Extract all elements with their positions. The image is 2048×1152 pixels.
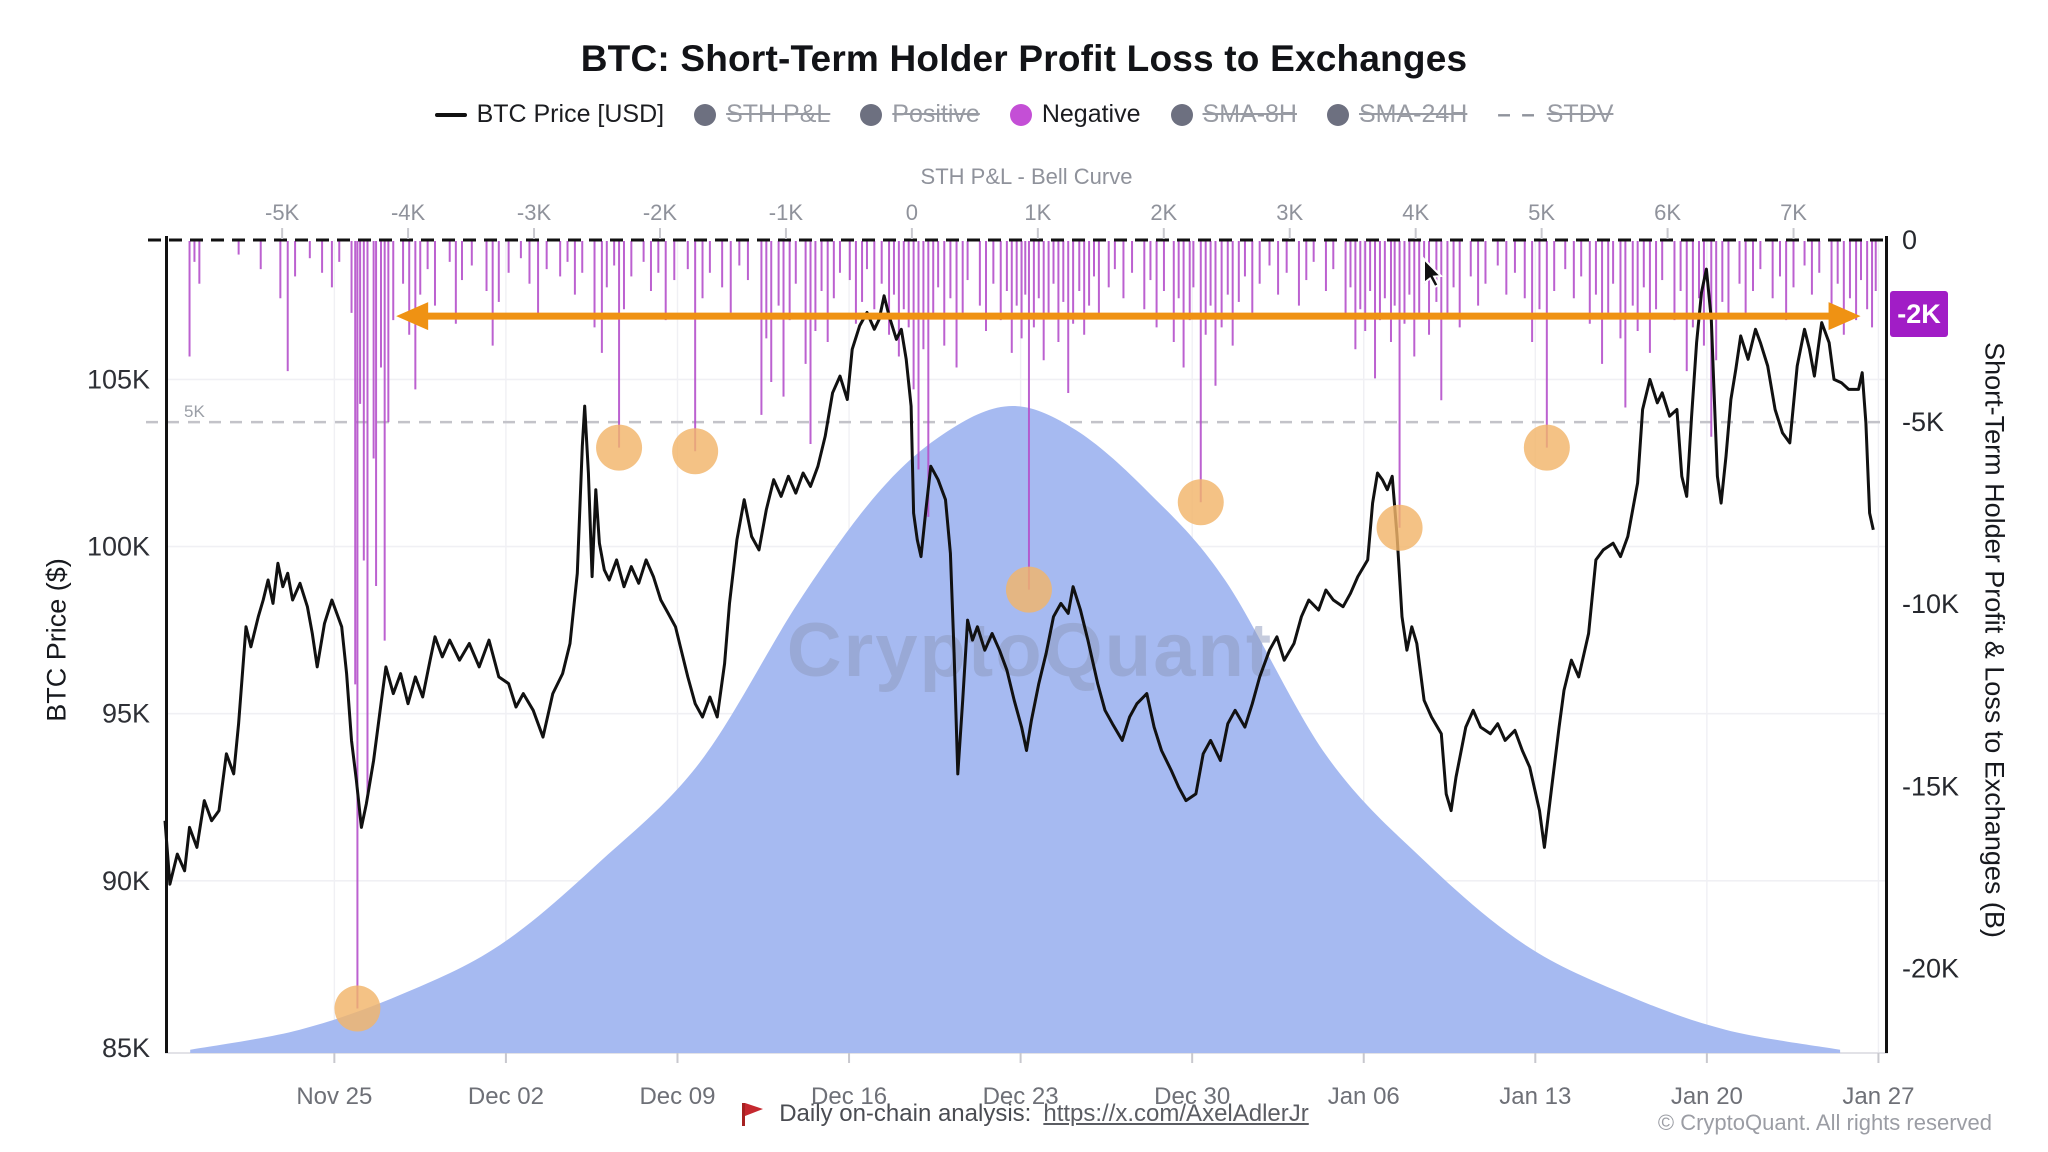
top-axis-title: STH P&L - Bell Curve	[920, 164, 1133, 189]
mouse-cursor-icon	[1423, 256, 1444, 289]
right-tick-label: -15K	[1902, 771, 1959, 801]
range-arrow	[396, 302, 1861, 331]
left-tick-label: 100K	[87, 532, 150, 562]
x-tick-label: Dec 30	[1154, 1083, 1230, 1110]
copyright-text: © CryptoQuant. All rights reserved	[1657, 1110, 1992, 1135]
legend-label: SMA-8H	[1202, 100, 1297, 128]
x-tick-label: Dec 16	[811, 1083, 887, 1110]
legend-item-stdv[interactable]: – – STDV	[1497, 100, 1613, 129]
top-tick-label: 3K	[1276, 200, 1303, 225]
x-tick-label: Dec 23	[983, 1083, 1059, 1110]
right-tick-label: -10K	[1902, 589, 1959, 619]
legend-label: SMA-24H	[1358, 100, 1468, 128]
arrow-head-left	[396, 302, 429, 331]
top-tick-label: 7K	[1780, 200, 1807, 225]
top-tick-label: 6K	[1654, 200, 1681, 225]
line-swatch-icon	[434, 112, 467, 117]
top-tick-label: -1K	[769, 200, 804, 225]
highlight-circle	[1177, 479, 1224, 526]
top-tick-label: -2K	[643, 200, 678, 225]
x-tick-label: Dec 02	[468, 1083, 544, 1110]
left-tick-label: 95K	[102, 699, 150, 729]
axis-lines	[165, 236, 1888, 1053]
right-axis-badge: -2K	[1890, 291, 1948, 337]
legend-item-positive[interactable]: Positive	[860, 100, 980, 129]
top-tick-label: 1K	[1024, 200, 1051, 225]
top-tick-label: 2K	[1150, 200, 1177, 225]
legend-item-sth-pnl[interactable]: STH P&L	[694, 100, 830, 129]
left-tick-label: 85K	[102, 1033, 150, 1063]
chart-legend: BTC Price [USD] STH P&L Positive Negativ…	[0, 100, 2048, 129]
dot-icon	[1170, 103, 1193, 126]
dashes-icon: – –	[1497, 100, 1537, 128]
watermark: CryptoQuant	[787, 608, 1273, 693]
btc-price-line	[163, 267, 1875, 886]
footer-link[interactable]: https://x.com/AxelAdlerJr	[1043, 1100, 1309, 1127]
legend-item-btc-price[interactable]: BTC Price [USD]	[434, 100, 665, 129]
dot-icon	[1009, 103, 1032, 126]
footer-annotation: Daily on-chain analysis: https://x.com/A…	[0, 1100, 2048, 1128]
highlight-circle	[1376, 504, 1423, 551]
x-tick-label: Nov 25	[296, 1083, 372, 1110]
bell-curve	[190, 406, 1841, 1053]
top-tick-label: 4K	[1402, 200, 1429, 225]
red-flag-icon	[742, 1103, 764, 1126]
top-tick-label: -3K	[517, 200, 552, 225]
highlight-circles	[334, 424, 1570, 1032]
dot-icon	[1326, 103, 1349, 126]
right-tick-label: 0	[1902, 225, 1917, 255]
tick-labels: Nov 25 Dec 02 Dec 09 Dec 16 Dec 23 Dec 30 Jan …	[87, 200, 1959, 1110]
legend-label: Positive	[892, 100, 980, 128]
legend-label: BTC Price [USD]	[476, 100, 665, 128]
footer-label: Daily on-chain analysis:	[779, 1100, 1032, 1127]
price-line	[163, 267, 1875, 886]
highlight-circle	[334, 985, 381, 1032]
stdv-line-label: 5K	[184, 402, 205, 421]
legend-label: STDV	[1546, 100, 1614, 128]
highlight-circle	[596, 424, 643, 471]
legend-label: STH P&L	[726, 100, 831, 128]
highlight-circle	[672, 428, 719, 475]
top-tick-label: -5K	[265, 200, 300, 225]
left-tick-label: 105K	[87, 364, 150, 394]
page-title: BTC: Short-Term Holder Profit Loss to Ex…	[580, 38, 1468, 79]
top-tick-label: 0	[906, 200, 918, 225]
dot-icon	[694, 103, 717, 126]
x-tick-label: Jan 20	[1671, 1083, 1743, 1110]
x-tick-label: Jan 06	[1328, 1083, 1400, 1110]
x-tick-label: Jan 13	[1499, 1083, 1571, 1110]
top-tick-label: -4K	[391, 200, 426, 225]
x-tick-label: Jan 27	[1842, 1083, 1914, 1110]
legend-item-sma-8h[interactable]: SMA-8H	[1170, 100, 1297, 129]
right-tick-label: -5K	[1902, 407, 1944, 437]
arrow-head-right	[1828, 302, 1861, 331]
dot-icon	[860, 103, 883, 126]
right-tick-label: -20K	[1902, 953, 1959, 983]
bell-curve-area	[190, 406, 1841, 1053]
top-tick-label: 5K	[1528, 200, 1555, 225]
legend-label: Negative	[1041, 100, 1141, 128]
legend-item-negative[interactable]: Negative	[1009, 100, 1141, 129]
highlight-circle	[1523, 424, 1570, 471]
x-tick-label: Dec 09	[639, 1083, 715, 1110]
highlight-circle	[1005, 566, 1052, 613]
plot-area[interactable]	[165, 240, 1888, 1053]
legend-item-sma-24h[interactable]: SMA-24H	[1326, 100, 1468, 129]
left-tick-label: 90K	[102, 866, 150, 896]
